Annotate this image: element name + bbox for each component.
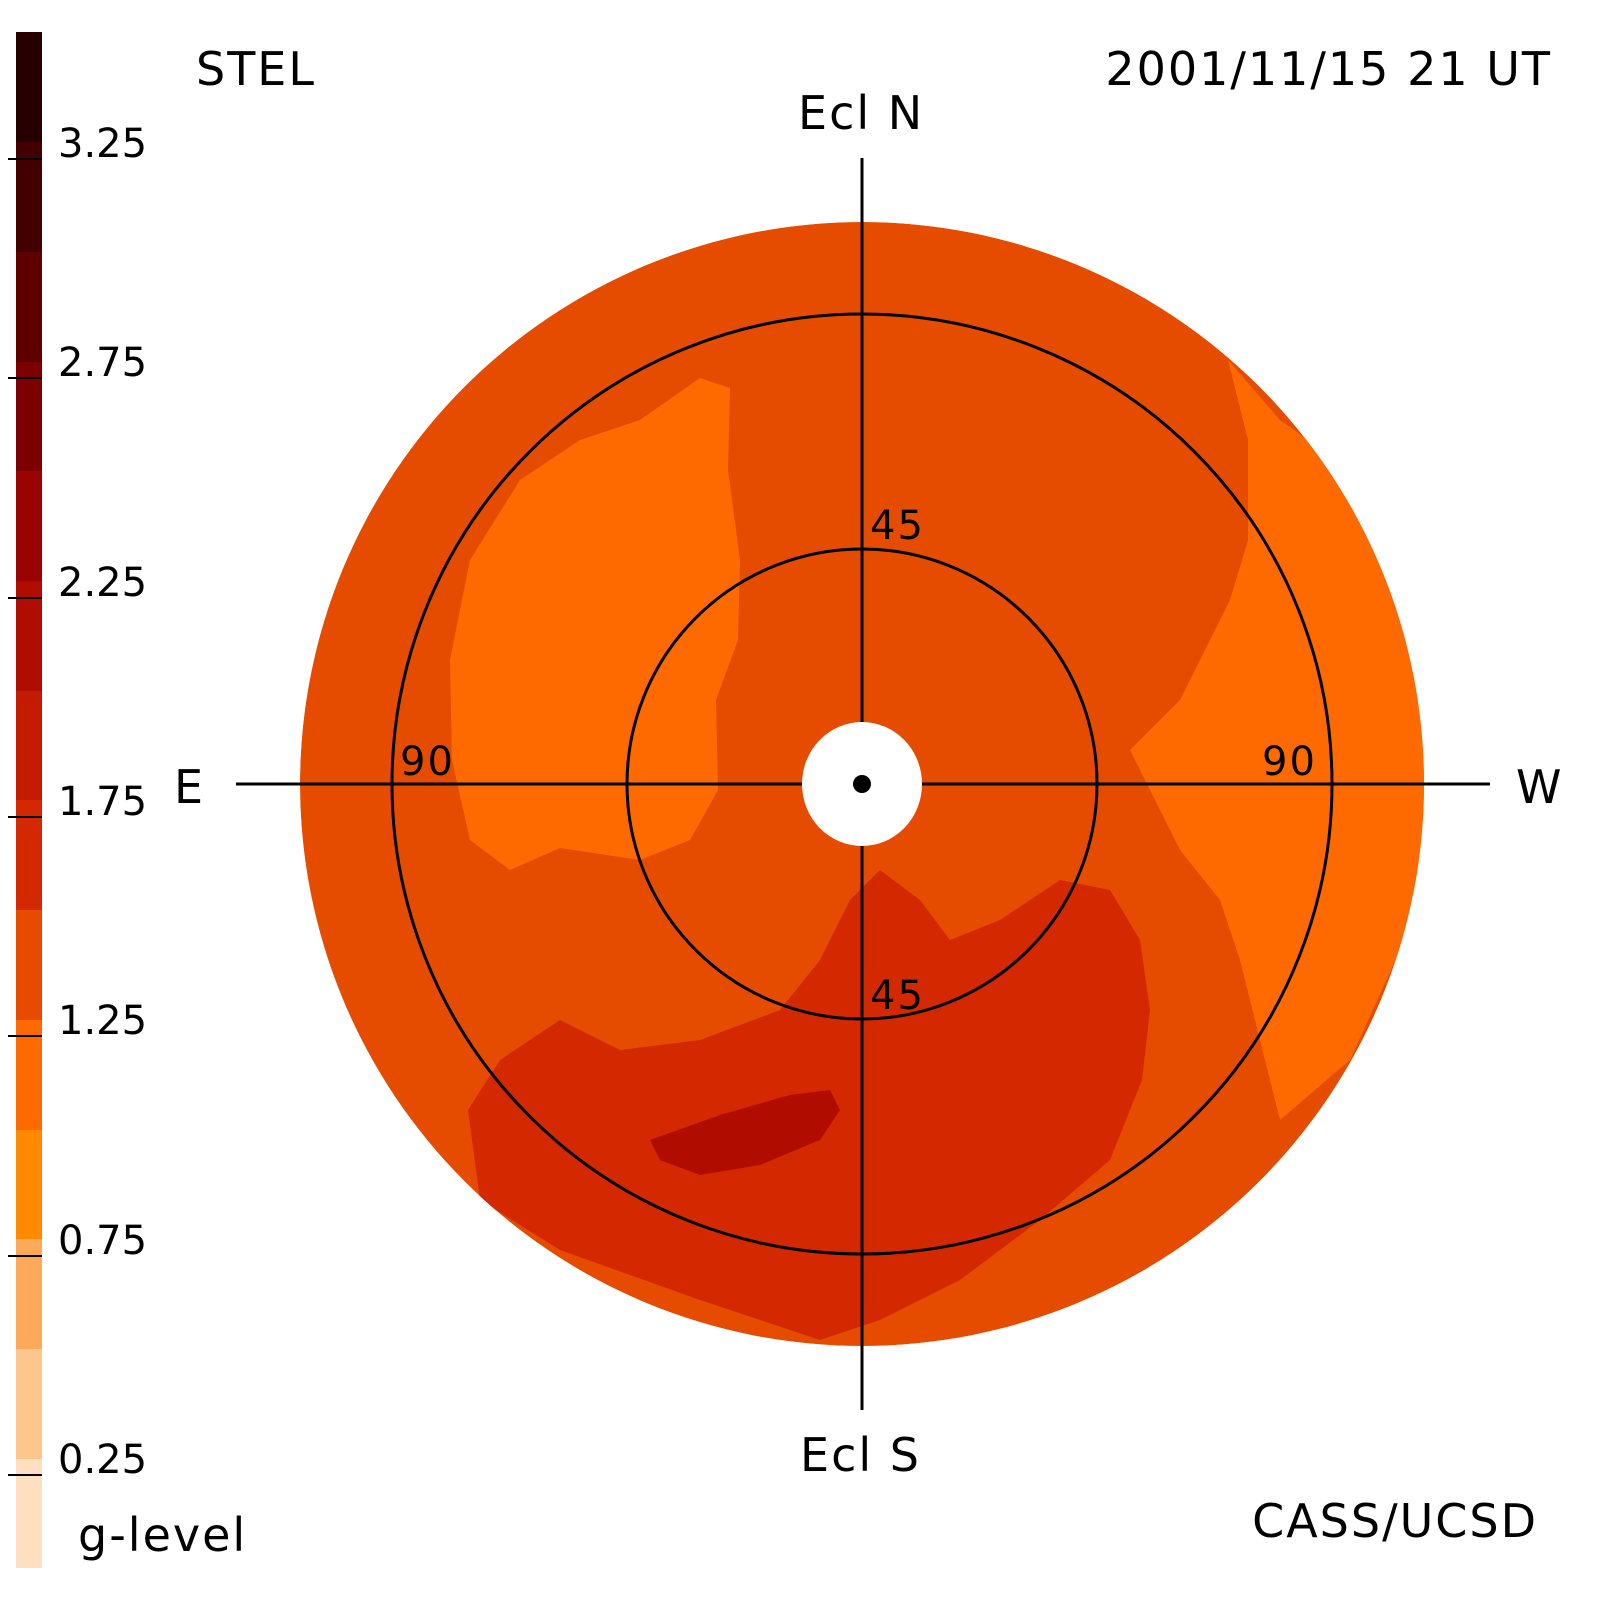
colorbar-tick-label: 3.25 [58, 120, 148, 167]
colorbar-label: g-level [78, 1508, 248, 1562]
colorbar-tick-label: 1.25 [58, 998, 148, 1045]
ring-label-90-west: 90 [1262, 739, 1317, 785]
sky-region-west-lobe [1130, 360, 1424, 1120]
sun-center-dot [853, 775, 871, 793]
sky-region-east-lobe [450, 378, 740, 870]
label-ecliptic-south: Ecl S [800, 1428, 921, 1482]
colorbar-segment [16, 1129, 42, 1240]
colorbar-tick [8, 1035, 42, 1038]
colorbar-segment [16, 1458, 42, 1569]
colorbar-segment [16, 690, 42, 801]
colorbar-segment [16, 1348, 42, 1459]
colorbar-tick [8, 1474, 42, 1477]
colorbar-segment [16, 141, 42, 252]
colorbar-segment [16, 580, 42, 691]
colorbar-segment [16, 1238, 42, 1350]
colorbar-tick [8, 816, 42, 818]
colorbar-tick-label: 1.75 [58, 779, 148, 825]
colorbar-segment [16, 251, 42, 362]
colorbar-tick-label: 0.75 [58, 1217, 148, 1264]
colorbar-tick [8, 377, 42, 380]
instrument-title: STEL [196, 42, 316, 96]
colorbar-tick-label: 2.75 [58, 340, 148, 387]
colorbar-tick-label: 0.25 [58, 1437, 148, 1484]
colorbar-segment [16, 32, 42, 143]
timestamp-title: 2001/11/15 21 UT [1105, 42, 1552, 96]
colorbar-segment [16, 1019, 42, 1130]
label-east: E [174, 760, 206, 814]
colorbar-tick [8, 596, 42, 599]
label-ecliptic-north: Ecl N [798, 86, 925, 140]
ring-label-45-north: 45 [870, 503, 925, 549]
colorbar [16, 32, 42, 1569]
credit-label: CASS/UCSD [1252, 1494, 1538, 1548]
colorbar-segment [16, 909, 42, 1020]
ring-label-45-south: 45 [870, 973, 925, 1019]
ring-label-90-east: 90 [400, 739, 455, 785]
sky-region-south-core [650, 1090, 840, 1175]
colorbar-tick [8, 1254, 42, 1257]
colorbar-segment [16, 361, 42, 472]
colorbar-segment [16, 470, 42, 582]
colorbar-tick [8, 157, 42, 160]
colorbar-segment [16, 800, 42, 911]
label-west: W [1516, 760, 1564, 814]
colorbar-tick-label: 2.25 [58, 559, 148, 606]
